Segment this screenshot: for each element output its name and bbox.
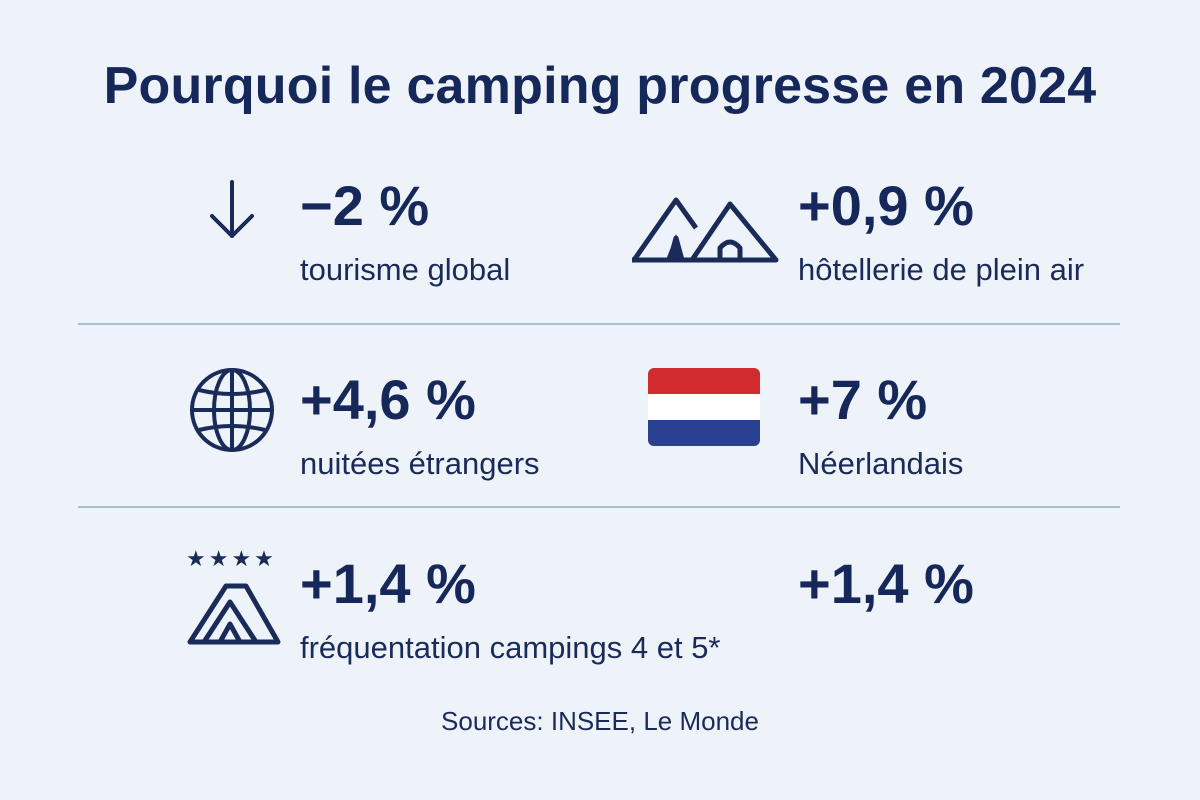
- stat-neerlandais: +7 % Néerlandais: [798, 372, 963, 482]
- stat-label: Néerlandais: [798, 446, 964, 481]
- stat-value: +0,9 %: [798, 174, 974, 237]
- netherlands-flag-icon: [648, 368, 760, 446]
- divider: [78, 323, 1120, 325]
- stat-hotellerie-plein-air: +0,9 % hôtellerie de plein air: [798, 178, 1084, 288]
- four-star-tent-icon: [186, 580, 282, 653]
- stat-label: hôtellerie de plein air: [798, 252, 1085, 287]
- source-note: Sources: INSEE, Le Monde: [441, 706, 759, 736]
- stat-value: +7 %: [798, 368, 928, 431]
- globe-icon: [188, 366, 276, 459]
- stat-label: tourisme global: [300, 252, 511, 287]
- stat-label: nuitées étrangers: [300, 446, 540, 481]
- stat-tourisme-global: −2 % tourisme global: [300, 178, 510, 288]
- divider: [78, 506, 1120, 508]
- page-title: Pourquoi le camping progresse en 2024: [103, 57, 1097, 115]
- stat-value: −2 %: [300, 174, 430, 237]
- stat-value: +1,4 %: [798, 552, 974, 615]
- tents-icon: [630, 190, 780, 275]
- stat-campings-4-5: +1,4 % fréquentation campings 4 et 5*: [300, 556, 721, 666]
- stat-nuitees-etrangers: +4,6 % nuitées étrangers: [300, 372, 540, 482]
- stat-value: +4,6 %: [300, 368, 476, 431]
- stat-extra: +1,4 %: [798, 556, 974, 612]
- stars-rating: ★★★★: [186, 546, 277, 571]
- stat-value: +1,4 %: [300, 552, 476, 615]
- stat-label: fréquentation campings 4 et 5*: [300, 630, 721, 665]
- arrow-down-icon: [202, 178, 262, 249]
